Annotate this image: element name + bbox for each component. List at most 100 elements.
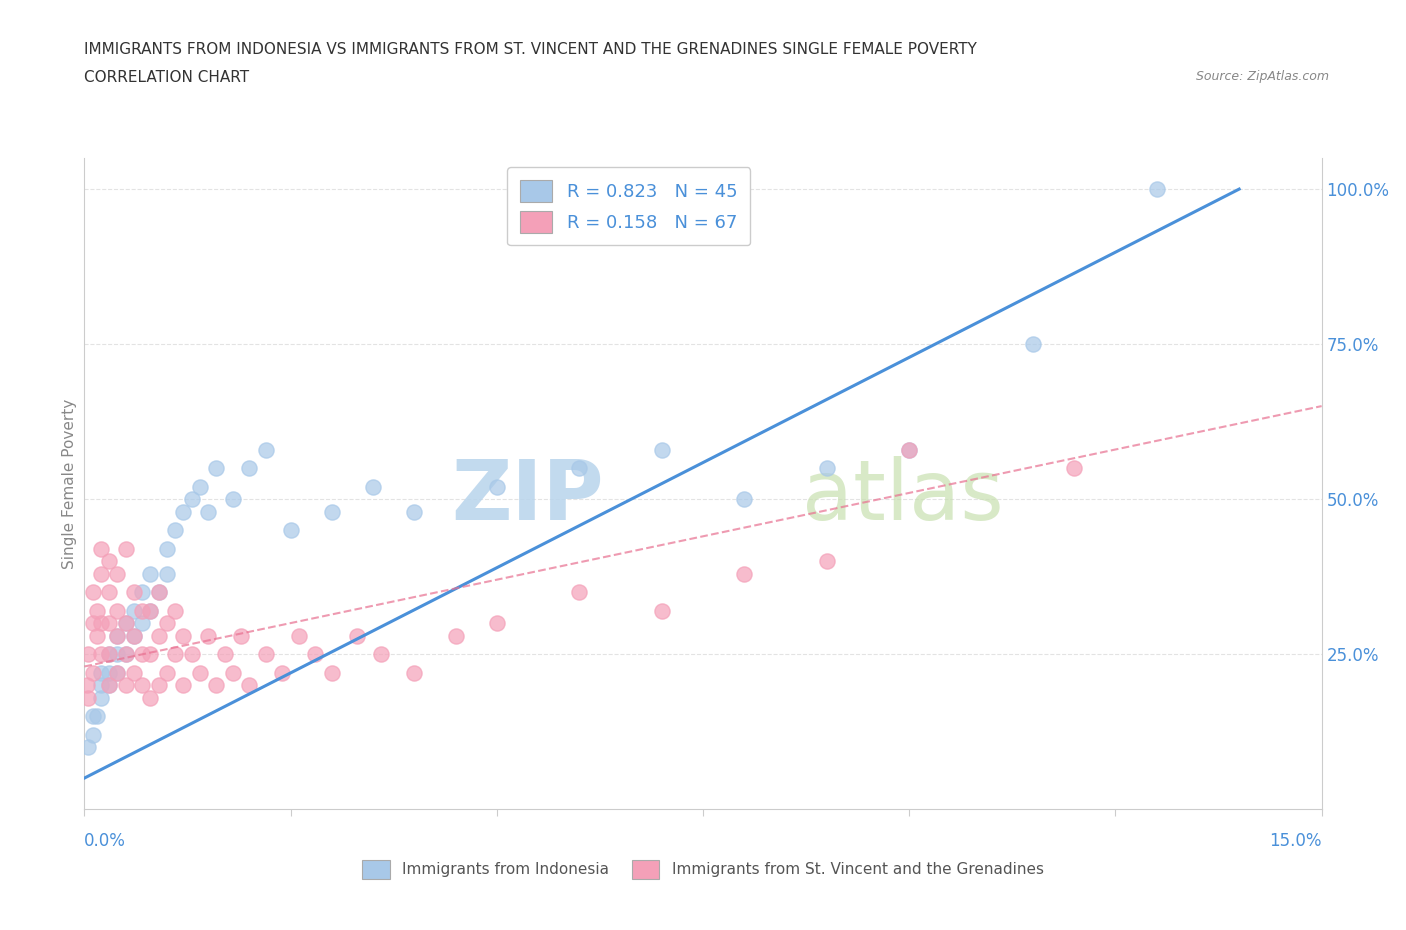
Point bbox=[148, 585, 170, 600]
Point bbox=[254, 442, 277, 457]
Point bbox=[90, 566, 112, 581]
Point bbox=[131, 678, 153, 693]
Point bbox=[77, 739, 100, 754]
Point bbox=[122, 585, 145, 600]
Y-axis label: Single Female Poverty: Single Female Poverty bbox=[62, 398, 77, 569]
Point bbox=[98, 616, 121, 631]
Point bbox=[156, 541, 179, 556]
Point bbox=[76, 678, 98, 693]
Point bbox=[280, 523, 302, 538]
Point bbox=[254, 646, 277, 661]
Text: Source: ZipAtlas.com: Source: ZipAtlas.com bbox=[1195, 70, 1329, 83]
Point bbox=[148, 585, 170, 600]
Point bbox=[165, 646, 187, 661]
Point bbox=[90, 646, 112, 661]
Text: ZIP: ZIP bbox=[451, 456, 605, 538]
Point bbox=[90, 690, 112, 705]
Point bbox=[98, 553, 121, 568]
Point bbox=[238, 460, 260, 475]
Point bbox=[156, 566, 179, 581]
Point bbox=[188, 665, 211, 680]
Point bbox=[321, 504, 343, 519]
Point bbox=[288, 628, 311, 643]
Point bbox=[156, 665, 179, 680]
Point bbox=[131, 604, 153, 618]
Point bbox=[361, 479, 384, 494]
Point bbox=[98, 585, 121, 600]
Point bbox=[105, 566, 128, 581]
Point bbox=[197, 628, 219, 643]
Point bbox=[90, 541, 112, 556]
Point bbox=[898, 442, 921, 457]
Point bbox=[82, 727, 104, 742]
Point bbox=[180, 492, 202, 507]
Point bbox=[139, 604, 162, 618]
Point bbox=[180, 646, 202, 661]
Point bbox=[188, 479, 211, 494]
Point bbox=[172, 628, 194, 643]
Point bbox=[131, 616, 153, 631]
Point bbox=[114, 646, 136, 661]
Point bbox=[77, 690, 100, 705]
Point bbox=[98, 646, 121, 661]
Point bbox=[238, 678, 260, 693]
Point bbox=[156, 616, 179, 631]
Point bbox=[214, 646, 236, 661]
Point bbox=[172, 678, 194, 693]
Point bbox=[90, 665, 112, 680]
Point bbox=[229, 628, 252, 643]
Point bbox=[815, 553, 838, 568]
Point bbox=[197, 504, 219, 519]
Point bbox=[370, 646, 392, 661]
Point bbox=[404, 504, 426, 519]
Text: 0.0%: 0.0% bbox=[84, 832, 127, 850]
Point bbox=[82, 709, 104, 724]
Point bbox=[98, 678, 121, 693]
Point bbox=[90, 678, 112, 693]
Point bbox=[122, 604, 145, 618]
Point bbox=[105, 665, 128, 680]
Text: atlas: atlas bbox=[801, 456, 1004, 538]
Point bbox=[105, 628, 128, 643]
Point bbox=[321, 665, 343, 680]
Point bbox=[90, 616, 112, 631]
Point bbox=[82, 665, 104, 680]
Point bbox=[172, 504, 194, 519]
Point bbox=[222, 492, 245, 507]
Point bbox=[122, 628, 145, 643]
Point bbox=[733, 566, 755, 581]
Point bbox=[1146, 181, 1168, 196]
Point bbox=[815, 460, 838, 475]
Point bbox=[568, 585, 591, 600]
Point bbox=[122, 665, 145, 680]
Point bbox=[1022, 337, 1045, 352]
Point bbox=[1063, 460, 1085, 475]
Point bbox=[82, 616, 104, 631]
Point bbox=[271, 665, 294, 680]
Legend: Immigrants from Indonesia, Immigrants from St. Vincent and the Grenadines: Immigrants from Indonesia, Immigrants fr… bbox=[356, 854, 1050, 884]
Point bbox=[404, 665, 426, 680]
Point bbox=[205, 460, 228, 475]
Text: CORRELATION CHART: CORRELATION CHART bbox=[84, 70, 249, 85]
Point bbox=[131, 585, 153, 600]
Point bbox=[77, 646, 100, 661]
Point bbox=[131, 646, 153, 661]
Point bbox=[114, 616, 136, 631]
Point bbox=[114, 646, 136, 661]
Point bbox=[898, 442, 921, 457]
Point bbox=[98, 665, 121, 680]
Point bbox=[733, 492, 755, 507]
Point bbox=[485, 479, 508, 494]
Point bbox=[86, 709, 108, 724]
Point bbox=[122, 628, 145, 643]
Point bbox=[485, 616, 508, 631]
Point bbox=[105, 646, 128, 661]
Point bbox=[651, 442, 673, 457]
Point bbox=[139, 604, 162, 618]
Text: IMMIGRANTS FROM INDONESIA VS IMMIGRANTS FROM ST. VINCENT AND THE GRENADINES SING: IMMIGRANTS FROM INDONESIA VS IMMIGRANTS … bbox=[84, 42, 977, 57]
Point bbox=[651, 604, 673, 618]
Point bbox=[114, 678, 136, 693]
Point bbox=[105, 665, 128, 680]
Point bbox=[139, 566, 162, 581]
Point bbox=[114, 541, 136, 556]
